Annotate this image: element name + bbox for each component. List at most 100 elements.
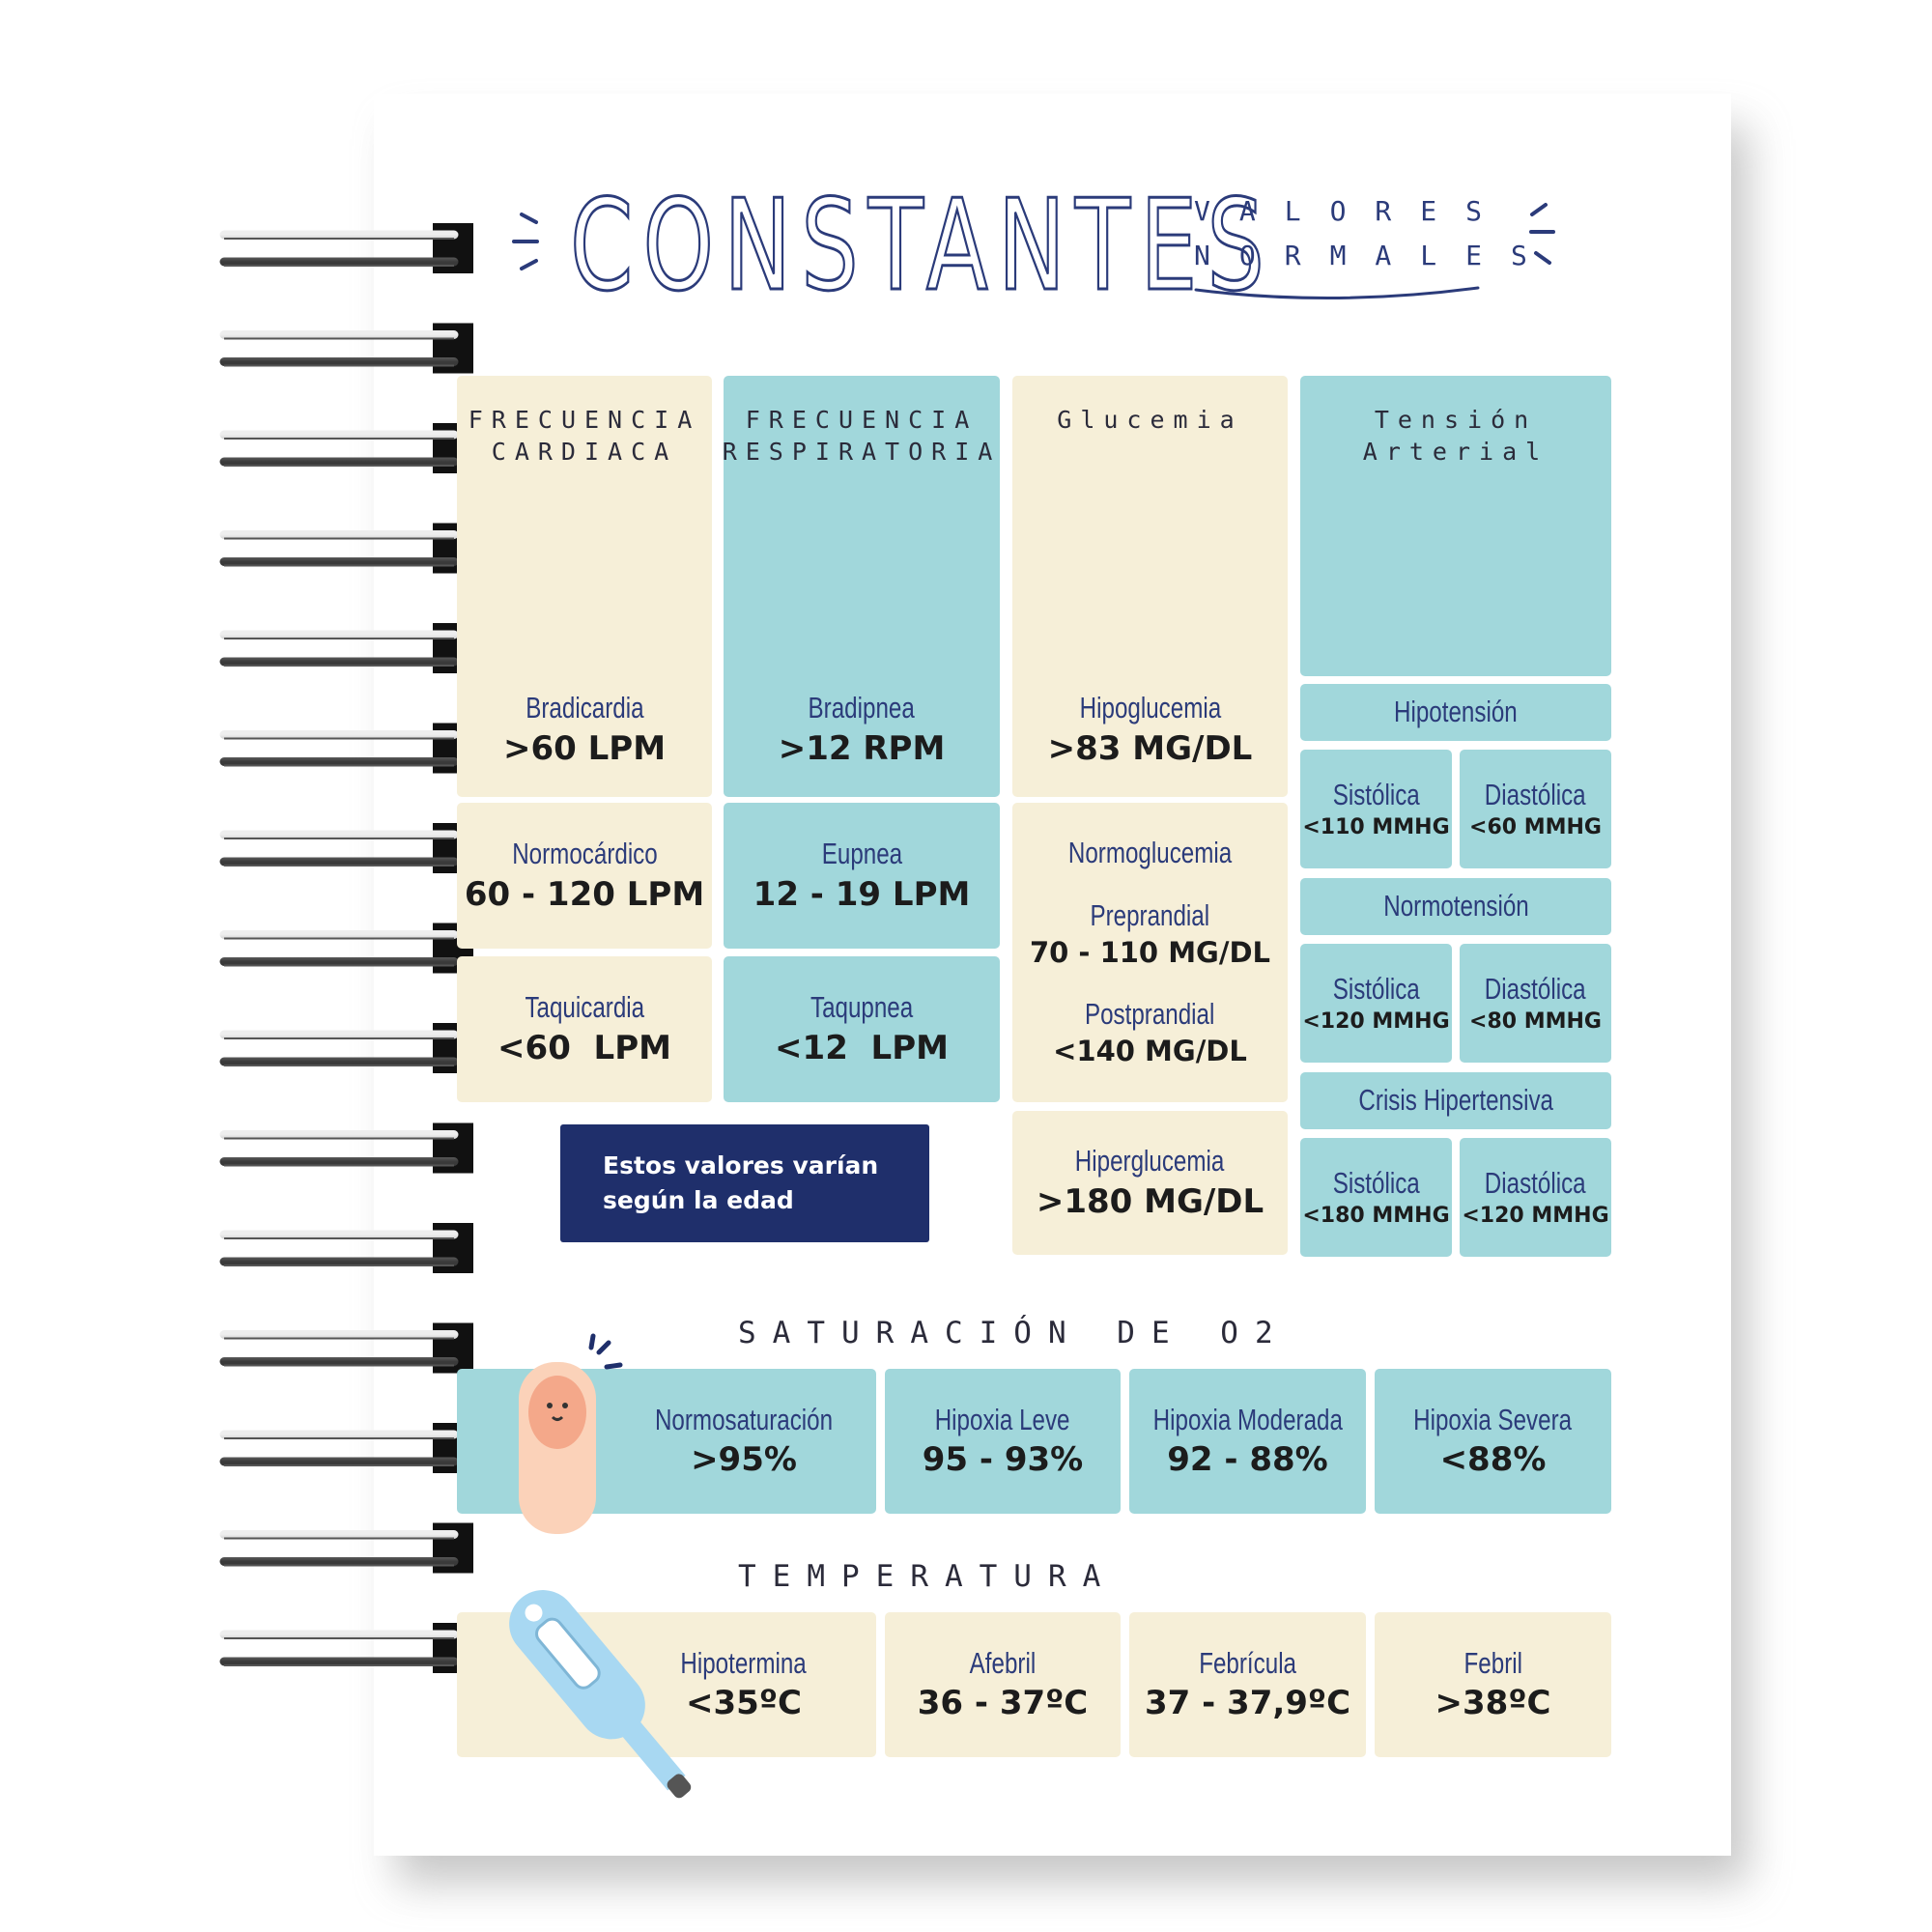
label: Febril	[1463, 1645, 1522, 1680]
ring	[219, 330, 459, 366]
card-title: FRECUENCIA CARDIACA	[469, 405, 701, 468]
card-cell: FRECUENCIA CARDIACA Bradicardia >60 LPM	[457, 376, 712, 797]
ring	[219, 1330, 459, 1366]
ring	[224, 1337, 454, 1367]
ring	[224, 438, 454, 467]
note-line: según la edad	[603, 1186, 794, 1214]
cell-text: Eupnea 12 - 19 LPM	[753, 836, 971, 916]
value: <180 MMHG	[1302, 1203, 1450, 1228]
title-dashes	[512, 203, 1555, 299]
note-line: Estos valores varían	[603, 1151, 879, 1179]
label: Febrícula	[1199, 1645, 1296, 1680]
value: <35ºC	[686, 1684, 802, 1723]
label: Hiperglucemia	[1075, 1144, 1225, 1179]
label: Hipoglucemia	[1079, 691, 1221, 725]
label: Taquicardia	[525, 990, 644, 1025]
value: <80 MMHG	[1469, 1009, 1602, 1034]
label: Bradicardia	[525, 691, 644, 725]
detail-value: <140 MG/DL	[1053, 1035, 1247, 1068]
ring	[219, 930, 459, 966]
ring	[219, 630, 459, 667]
cell-text: Bradicardia >60 LPM	[503, 690, 666, 770]
ring	[224, 337, 454, 367]
ring	[224, 1537, 454, 1567]
saturation-cell: Hipoxia Moderada 92 - 88%	[1129, 1369, 1366, 1514]
card-cell: Taquicardia <60 LPM	[457, 956, 712, 1102]
pressure-cell: Diastólica <120 MMHG	[1460, 1138, 1611, 1257]
saturation-cell: Normosaturación >95%	[457, 1369, 876, 1514]
label: Hipotermina	[680, 1645, 808, 1680]
value: 95 - 93%	[922, 1440, 1084, 1480]
value: >180 MG/DL	[1036, 1181, 1264, 1221]
value: <110 MMHG	[1302, 814, 1450, 839]
label: Hipoxia Leve	[935, 1402, 1070, 1436]
label: Hipoxia Severa	[1413, 1402, 1573, 1436]
value: 37 - 37,9ºC	[1144, 1684, 1351, 1723]
section-title: TEMPERATURA	[738, 1559, 1118, 1594]
detail-label: Postprandial	[1085, 997, 1215, 1032]
value: >38ºC	[1435, 1684, 1551, 1723]
card-cell: Eupnea 12 - 19 LPM	[724, 803, 1000, 949]
card-title-line: Tensión	[1374, 406, 1538, 434]
value: <88%	[1439, 1440, 1547, 1480]
label: Diastólica	[1485, 777, 1586, 811]
section-title: SATURACIÓN DE O2	[738, 1316, 1290, 1350]
spiral-binding	[219, 223, 473, 1673]
value: 60 - 120 LPM	[464, 874, 705, 914]
title: CONSTANTES	[569, 171, 1274, 321]
ring	[224, 1037, 454, 1066]
value: >95%	[691, 1440, 797, 1480]
card-cell: FRECUENCIA RESPIRATORIA Bradipnea >12 RPM	[722, 376, 1002, 797]
cell-text: Normocárdico 60 - 120 LPM	[465, 836, 704, 916]
group-header: Hipotensión	[1300, 684, 1611, 741]
ring	[224, 537, 454, 567]
subtitle: NORMALES	[1194, 240, 1556, 271]
label: Hipoxia Moderada	[1152, 1402, 1343, 1436]
saturation-cell: Hipoxia Leve 95 - 93%	[885, 1369, 1121, 1514]
value: 12 - 19 LPM	[753, 874, 971, 914]
group-header: Normotensión	[1300, 878, 1611, 935]
label: Normocárdico	[511, 837, 658, 871]
group-header: Crisis Hipertensiva	[1300, 1072, 1611, 1129]
ring	[224, 838, 454, 867]
card-title-line: FRECUENCIA	[468, 406, 701, 434]
card-title-line: Glucemia	[1057, 406, 1243, 434]
value: >12 RPM	[778, 728, 946, 768]
label: Sistólica	[1332, 1165, 1420, 1200]
label: Bradipnea	[808, 691, 916, 725]
temperature-cell: Afebril 36 - 37ºC	[885, 1612, 1121, 1757]
ring	[219, 730, 459, 766]
label: Eupnea	[821, 837, 902, 871]
ring	[219, 230, 459, 267]
card-cell: Hiperglucemia >180 MG/DL	[1012, 1111, 1288, 1255]
ring	[219, 1530, 459, 1566]
value: <60 LPM	[497, 1028, 671, 1067]
group-label: Hipotensión	[1394, 695, 1518, 729]
cell-text: Hiperglucemia >180 MG/DL	[1037, 1143, 1264, 1223]
temperature-cell: Hipotermina <35ºC	[457, 1612, 876, 1757]
card-title-line: Arterial	[1362, 437, 1549, 466]
label: Sistólica	[1332, 971, 1420, 1006]
label: Afebril	[969, 1645, 1037, 1680]
card-cell: Normoglucemia Preprandial 70 - 110 MG/DL Po…	[1012, 803, 1288, 1102]
card-title-line: RESPIRATORIA	[722, 437, 1002, 466]
ring	[219, 1630, 459, 1666]
pressure-cell: Sistólica <120 MMHG	[1300, 944, 1452, 1063]
ring	[219, 830, 459, 867]
ring	[224, 1237, 454, 1266]
cell-text: Taqupnea <12 LPM	[775, 989, 949, 1069]
value: <120 MMHG	[1462, 1203, 1609, 1228]
ring	[224, 638, 454, 667]
pressure-cell: Sistólica <180 MMHG	[1300, 1138, 1452, 1257]
ring	[224, 1437, 454, 1466]
cell-text: Hipoglucemia >83 MG/DL	[1048, 690, 1253, 770]
pressure-cell: Diastólica <80 MMHG	[1460, 944, 1611, 1063]
ring	[224, 1137, 454, 1167]
temperature-cell: Febril >38ºC	[1375, 1612, 1611, 1757]
value: >83 MG/DL	[1047, 728, 1253, 768]
pressure-cell: Sistólica <110 MMHG	[1300, 750, 1452, 868]
card-cell: Taqupnea <12 LPM	[724, 956, 1000, 1102]
value: <12 LPM	[775, 1028, 949, 1067]
tension-header: Tensión Arterial	[1300, 376, 1611, 676]
